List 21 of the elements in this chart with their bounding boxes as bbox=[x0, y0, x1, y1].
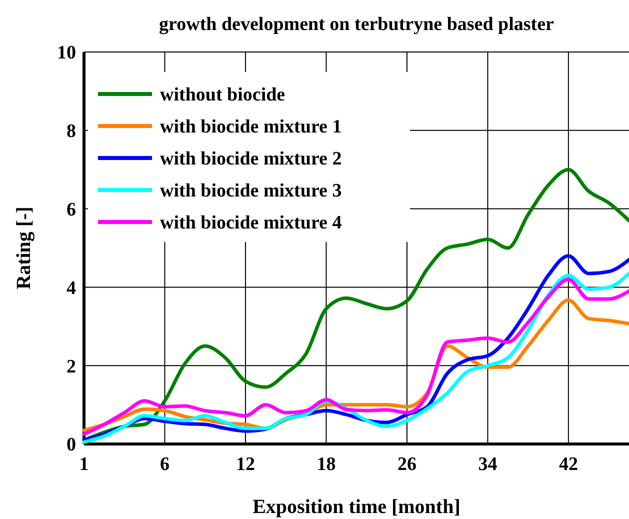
y-tick-label: 2 bbox=[66, 356, 76, 378]
y-axis-title: Rating [-] bbox=[13, 206, 35, 290]
legend-label: with biocide mixture 2 bbox=[160, 148, 342, 170]
legend-label: with biocide mixture 1 bbox=[160, 116, 342, 138]
y-tick-label: 8 bbox=[66, 121, 76, 142]
x-axis-title: Exposition time [month] bbox=[252, 496, 460, 518]
x-tick-label: 26 bbox=[397, 454, 416, 475]
x-tick-label: 6 bbox=[160, 454, 170, 475]
legend-label: with biocide mixture 4 bbox=[160, 212, 342, 234]
x-tick-label: 1 bbox=[79, 454, 89, 475]
x-tick-label: 34 bbox=[478, 454, 498, 475]
x-tick-label: 42 bbox=[558, 454, 578, 475]
y-tick-label: 4 bbox=[66, 278, 76, 299]
x-tick-label: 12 bbox=[236, 454, 255, 475]
y-tick-label: 10 bbox=[57, 42, 76, 64]
y-tick-label: 0 bbox=[66, 434, 76, 456]
chart-title: growth development on terbutryne based plaster bbox=[159, 14, 555, 35]
legend-label: with biocide mixture 3 bbox=[160, 180, 342, 202]
x-tick-label: 18 bbox=[316, 454, 336, 475]
y-tick-label: 6 bbox=[66, 199, 76, 220]
legend-label: without biocide bbox=[160, 84, 286, 106]
